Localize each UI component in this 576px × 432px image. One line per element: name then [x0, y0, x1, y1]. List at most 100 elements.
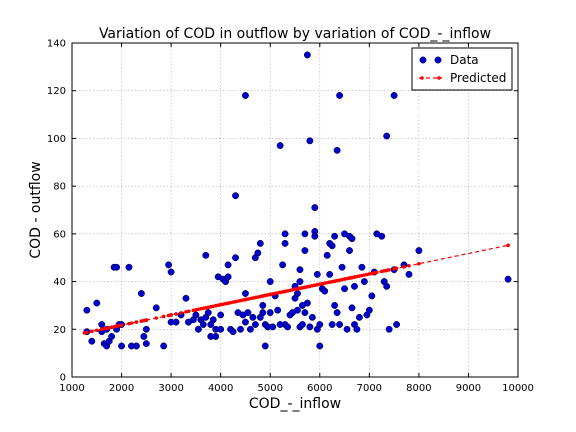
x-tick-label: 5000: [257, 383, 282, 394]
data-point: [137, 290, 145, 297]
data-point: [284, 323, 292, 331]
predicted-point: [90, 329, 94, 334]
data-point: [341, 285, 349, 293]
data-point: [232, 254, 239, 262]
axis-ticks: 1000 2000 3000 4000 5000 6000 7000 8000 9000 1000…: [47, 39, 534, 395]
predicted-point: [402, 265, 406, 269]
x-tick-label: 3000: [158, 383, 183, 394]
predicted-point: [387, 268, 391, 272]
data-point: [326, 270, 334, 278]
data-point: [303, 299, 311, 307]
data-point: [301, 247, 309, 255]
data-point: [281, 230, 289, 238]
data-point: [279, 261, 287, 269]
data-point: [259, 309, 267, 317]
x-tick-label: 8000: [406, 383, 431, 394]
data-point: [405, 270, 413, 278]
predicted-point: [186, 309, 191, 314]
grid-lines: [72, 43, 518, 377]
data-point: [229, 328, 237, 336]
data-point: [333, 146, 341, 154]
data-point: [390, 92, 398, 99]
y-tick-label: 60: [53, 229, 66, 240]
data-point: [336, 321, 344, 328]
data-point: [276, 142, 284, 150]
data-point: [331, 232, 339, 240]
data-point: [336, 92, 344, 99]
data-point: [383, 282, 391, 290]
data-point: [204, 309, 212, 317]
x-tick-label: 1000: [59, 383, 84, 394]
data-point: [199, 321, 207, 328]
predicted-point: [82, 331, 87, 335]
chart-title: Variation of COD in outflow by variation…: [99, 26, 491, 42]
predicted-point: [174, 312, 178, 316]
y-tick-label: 0: [60, 373, 66, 384]
predicted-point: [394, 266, 399, 271]
data-point: [241, 290, 249, 297]
data-point: [355, 313, 363, 321]
x-tick-label: 7000: [357, 383, 382, 394]
legend-data-label: Data: [450, 53, 479, 67]
data-point: [360, 278, 368, 286]
data-point: [98, 321, 106, 328]
data-point: [224, 273, 232, 281]
legend-data-marker: [419, 56, 427, 64]
predicted-point: [407, 263, 411, 268]
data-point: [343, 325, 351, 333]
data-point: [217, 325, 225, 333]
data-point: [209, 316, 217, 324]
legend-predicted-marker: [437, 76, 441, 80]
data-point: [165, 261, 173, 269]
data-point: [93, 299, 101, 307]
data-point: [351, 282, 358, 290]
data-point: [152, 304, 160, 312]
data-point: [241, 318, 249, 326]
data-point: [311, 204, 319, 212]
predicted-point: [417, 261, 421, 266]
predicted-point: [506, 243, 510, 248]
data-point: [368, 292, 376, 300]
x-tick-label: 10000: [502, 383, 534, 394]
legend-box: [411, 47, 513, 91]
data-point: [301, 230, 309, 238]
data-point: [259, 301, 267, 309]
data-point: [241, 92, 249, 99]
data-point: [321, 287, 329, 295]
data-point: [167, 268, 175, 276]
x-tick-label: 6000: [307, 383, 332, 394]
predicted-point: [94, 328, 99, 333]
data-point: [244, 309, 252, 317]
data-point: [313, 270, 321, 278]
data-point: [232, 192, 239, 200]
predicted-point: [161, 314, 166, 319]
data-point: [333, 309, 341, 317]
data-point: [308, 313, 316, 321]
x-tick-label: 9000: [456, 383, 481, 394]
data-point: [296, 278, 304, 286]
data-point: [346, 247, 353, 255]
data-point: [281, 239, 289, 247]
y-tick-label: 100: [47, 134, 66, 145]
data-point: [274, 306, 282, 314]
data-point: [140, 332, 148, 340]
legend-data-marker: [434, 56, 442, 64]
data-point: [88, 337, 96, 345]
x-axis-label: COD_-_inflow: [249, 396, 341, 412]
data-point: [323, 251, 331, 259]
data-point: [296, 266, 304, 274]
data-point: [328, 321, 336, 328]
x-tick-label: 4000: [208, 383, 233, 394]
data-point: [254, 249, 262, 257]
data-point: [266, 278, 274, 286]
data-point: [353, 325, 361, 333]
y-tick-label: 80: [53, 182, 66, 193]
data-point: [348, 235, 356, 243]
data-point: [212, 332, 220, 340]
data-point: [298, 321, 306, 328]
data-point: [306, 323, 314, 331]
data-point: [125, 263, 133, 271]
data-point: [194, 325, 202, 333]
data-point: [172, 318, 180, 326]
data-point: [182, 294, 190, 302]
